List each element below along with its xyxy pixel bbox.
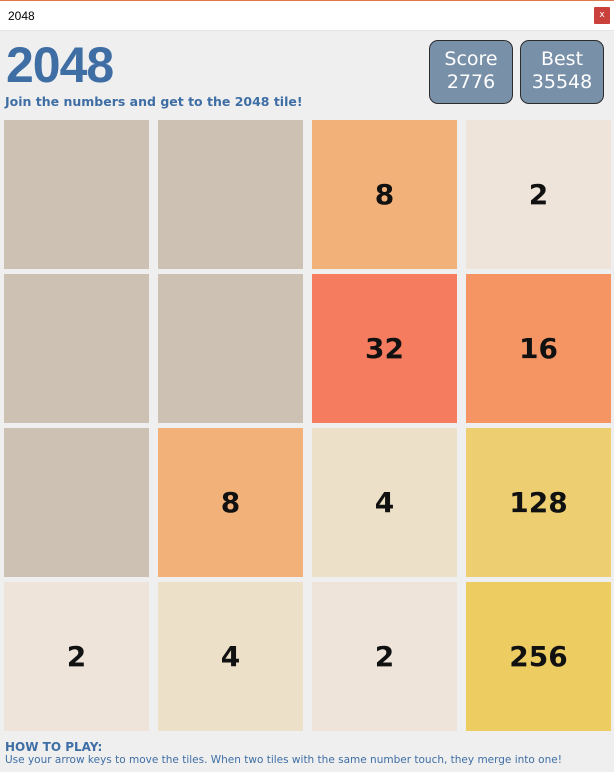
- how-to-play: HOW TO PLAY: Use your arrow keys to move…: [5, 740, 562, 767]
- score-value: 2776: [446, 71, 496, 93]
- best-label: Best: [540, 48, 584, 70]
- help-text: Use your arrow keys to move the tiles. W…: [5, 754, 562, 766]
- empty-cell: [4, 428, 149, 577]
- game-subtitle: Join the numbers and get to the 2048 til…: [5, 94, 303, 109]
- tile-16: 16: [466, 274, 611, 423]
- tile-8: 8: [158, 428, 303, 577]
- empty-cell: [4, 274, 149, 423]
- tile-128: 128: [466, 428, 611, 577]
- tile-4: 4: [312, 428, 457, 577]
- close-button[interactable]: x: [594, 7, 610, 24]
- window-title: 2048: [8, 9, 35, 23]
- game-title: 2048: [6, 37, 114, 93]
- tile-8: 8: [312, 120, 457, 269]
- title-bar: 2048 x: [0, 0, 614, 31]
- tile-256: 256: [466, 582, 611, 731]
- empty-cell: [4, 120, 149, 269]
- tile-4: 4: [158, 582, 303, 731]
- game-board[interactable]: 8 2 32 16 8 4 128 2 4 2 256: [0, 116, 614, 736]
- best-score-box: Best 35548: [520, 40, 604, 104]
- score-box: Score 2776: [429, 40, 513, 104]
- tile-2: 2: [466, 120, 611, 269]
- score-label: Score: [444, 48, 498, 70]
- help-heading: HOW TO PLAY:: [5, 740, 103, 754]
- empty-cell: [158, 120, 303, 269]
- tile-2: 2: [312, 582, 457, 731]
- tile-32: 32: [312, 274, 457, 423]
- best-value: 35548: [531, 71, 593, 93]
- tile-2: 2: [4, 582, 149, 731]
- empty-cell: [158, 274, 303, 423]
